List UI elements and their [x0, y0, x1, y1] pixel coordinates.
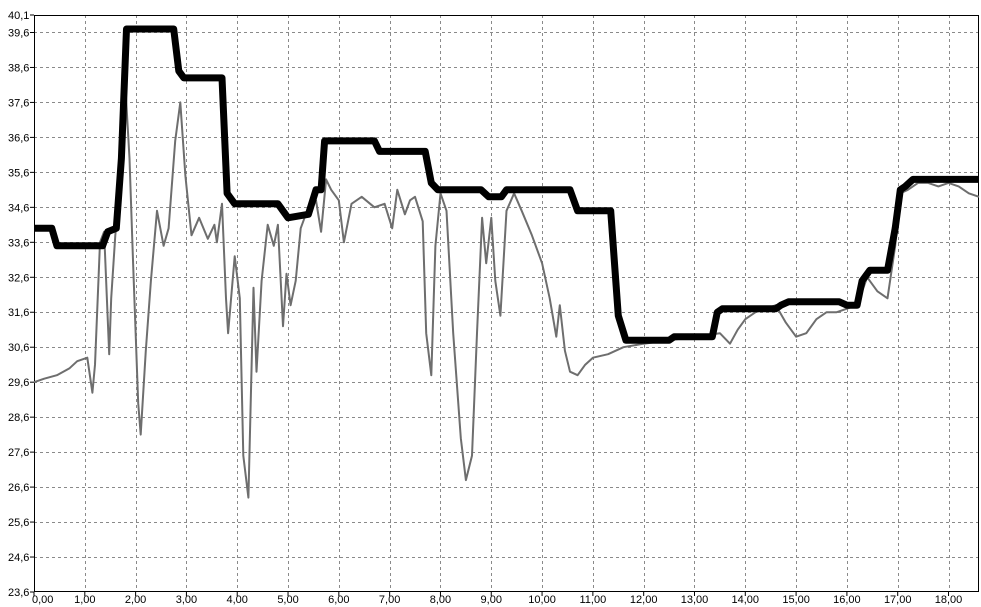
x-tick-label: 11,00: [580, 594, 607, 606]
series-lines: [33, 25, 980, 499]
x-tick-label: 8,00: [430, 594, 451, 606]
x-tick-label: 4,00: [227, 594, 248, 606]
y-tick-label: 28,6: [8, 412, 29, 424]
x-tick-label: 18,00: [935, 594, 963, 606]
x-tick-label: 13,00: [681, 594, 709, 606]
series-line-thick: [34, 25, 979, 344]
y-tick-label: 26,6: [8, 482, 29, 494]
x-tick-label: 16,00: [833, 594, 861, 606]
y-tick-label: 36,6: [8, 132, 29, 144]
y-tick-label: 39,6: [8, 27, 29, 39]
x-tick-label: 14,00: [732, 594, 760, 606]
y-tick-label: 34,6: [8, 202, 29, 214]
x-tick-label: 2,00: [125, 594, 146, 606]
tick-labels: 0,00 1,00 2,00 3,00 4,00 5,00 6,00 7,00 8,00 9,00…: [8, 10, 962, 606]
series-line-thin: [33, 87, 980, 499]
x-tick-label: 1,00: [74, 594, 95, 606]
y-tick-label: 38,6: [8, 62, 29, 74]
x-tick-label: 9,00: [481, 594, 502, 606]
x-tick-label: 10,00: [528, 594, 556, 606]
axes: [30, 14, 979, 596]
x-tick-label: 7,00: [379, 594, 400, 606]
y-tick-label: 40,1: [8, 10, 29, 22]
y-tick-label: 31,6: [8, 307, 29, 319]
x-tick-label: 6,00: [328, 594, 349, 606]
y-tick-label: 33,6: [8, 237, 29, 249]
y-tick-label: 37,6: [8, 97, 29, 109]
y-tick-label: 25,6: [8, 517, 29, 529]
x-tick-label: 17,00: [884, 594, 912, 606]
y-tick-label: 23,6: [8, 587, 29, 599]
x-tick-label: 3,00: [176, 594, 197, 606]
y-tick-label: 30,6: [8, 342, 29, 354]
x-tick-label: 15,00: [782, 594, 810, 606]
x-tick-label: 12,00: [630, 594, 658, 606]
x-tick-label: 0,00: [32, 594, 53, 606]
y-tick-label: 24,6: [8, 552, 29, 564]
y-tick-label: 35,6: [8, 167, 29, 179]
grid: [34, 15, 979, 592]
y-tick-label: 27,6: [8, 447, 29, 459]
y-tick-label: 32,6: [8, 272, 29, 284]
y-tick-label: 29,6: [8, 377, 29, 389]
x-tick-label: 5,00: [277, 594, 298, 606]
plot-frame: [34, 15, 979, 592]
